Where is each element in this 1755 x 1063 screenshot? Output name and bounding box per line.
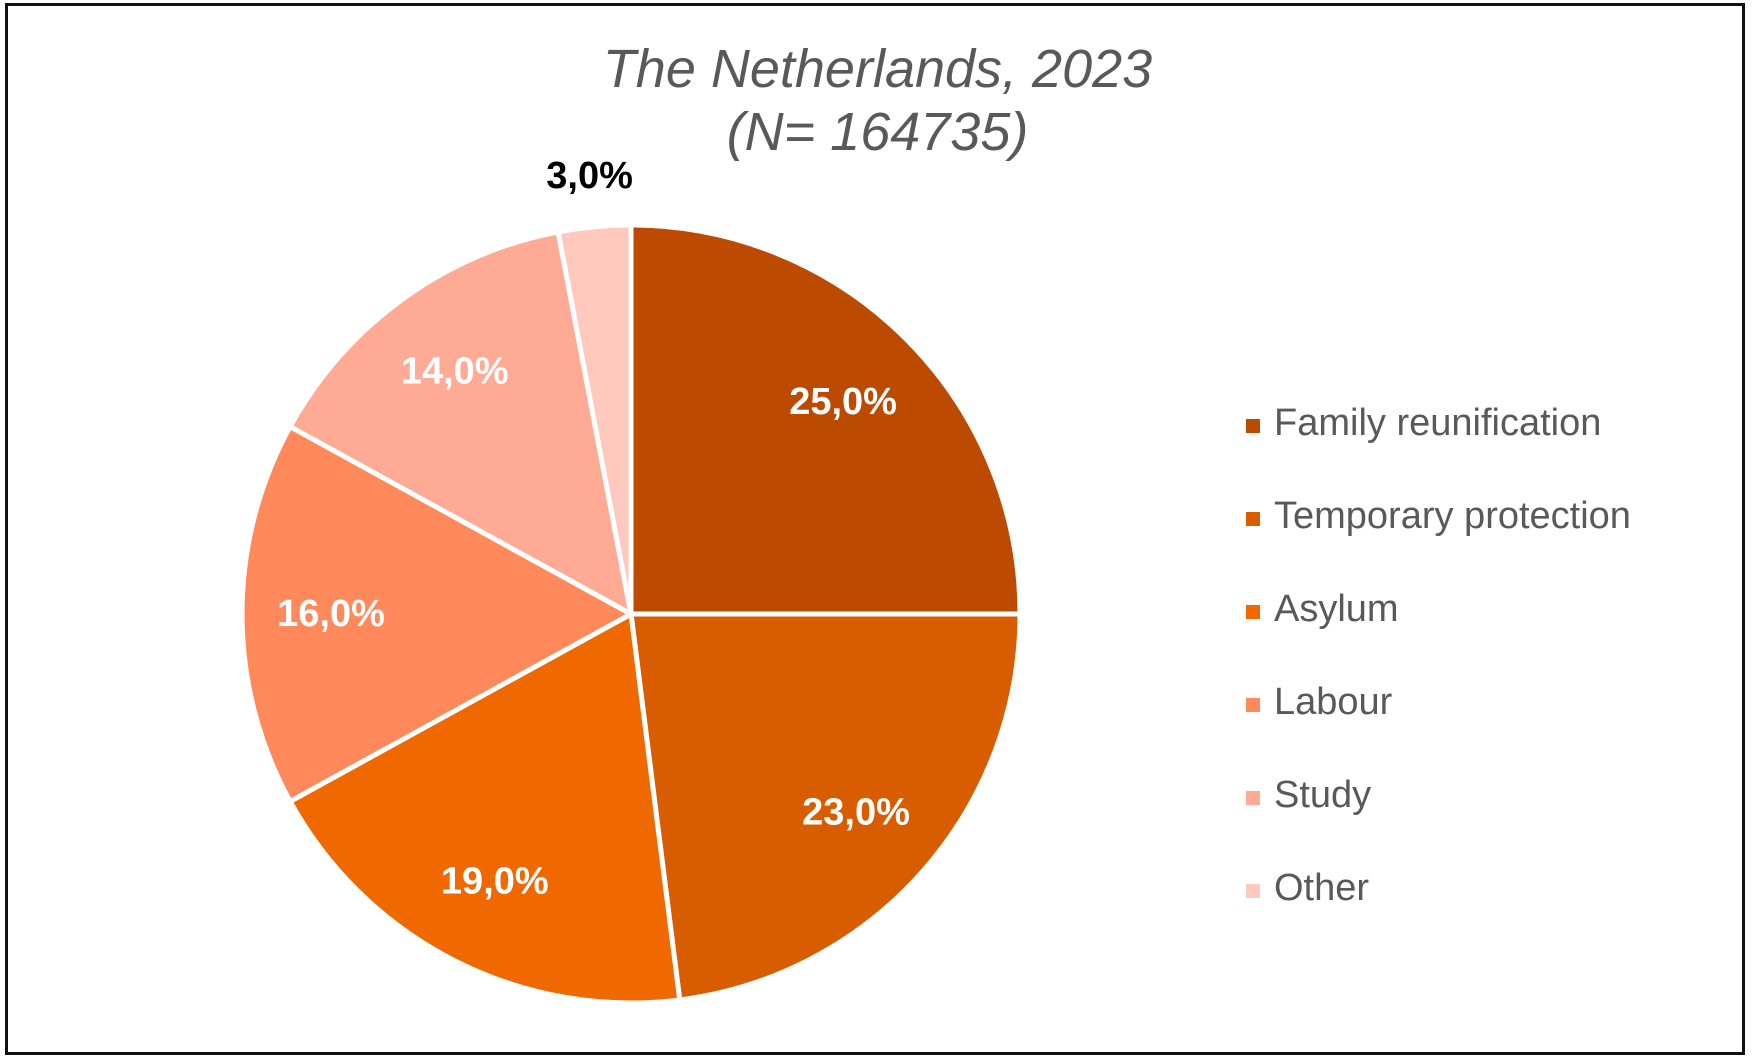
pie-slice-labour bbox=[239, 424, 634, 804]
legend-swatch bbox=[1246, 512, 1260, 526]
pie-slice-other bbox=[555, 222, 634, 617]
legend-swatch bbox=[1246, 698, 1260, 712]
legend-label: Asylum bbox=[1274, 588, 1399, 630]
legend-label: Family reunification bbox=[1274, 402, 1602, 444]
legend-item: Study bbox=[1246, 765, 1726, 858]
pie-slice-study bbox=[287, 229, 634, 617]
pie-slice-family-reunification bbox=[628, 222, 1023, 617]
data-label-family-reunification: 25,0% bbox=[789, 381, 897, 423]
data-label-asylum: 19,0% bbox=[441, 860, 549, 902]
legend-label: Temporary protection bbox=[1274, 495, 1631, 537]
legend-item: Labour bbox=[1246, 672, 1726, 765]
legend-swatch bbox=[1246, 419, 1260, 433]
legend-label: Other bbox=[1274, 867, 1370, 909]
legend-label: Study bbox=[1274, 774, 1372, 816]
data-label-other: 3,0% bbox=[546, 155, 633, 197]
data-label-study: 14,0% bbox=[401, 350, 509, 392]
data-label-labour: 16,0% bbox=[277, 593, 385, 635]
chart-title-line: The Netherlands, 2023 bbox=[602, 39, 1153, 99]
legend-item: Family reunification bbox=[1246, 393, 1726, 486]
chart-subtitle-line: (N= 164735) bbox=[726, 102, 1029, 162]
legend-swatch bbox=[1246, 884, 1260, 898]
pie-slices bbox=[239, 222, 1023, 1006]
data-label-temporary-protection: 23,0% bbox=[802, 791, 910, 833]
pie-slice-temporary-protection bbox=[628, 611, 1023, 1003]
legend-swatch bbox=[1246, 791, 1260, 805]
legend: Family reunification Temporary protection… bbox=[1246, 393, 1726, 951]
legend-item: Other bbox=[1246, 858, 1726, 951]
legend-swatch bbox=[1246, 605, 1260, 619]
legend-label: Labour bbox=[1274, 681, 1393, 723]
legend-item: Temporary protection bbox=[1246, 486, 1726, 579]
pie-data-labels: 25,0% 23,0% 19,0% 16,0% 14,0% 3,0% bbox=[277, 155, 910, 902]
legend-item: Asylum bbox=[1246, 579, 1726, 672]
pie-slice-asylum bbox=[287, 611, 683, 1006]
chart-title: The Netherlands, 2023 (N= 164735) bbox=[0, 38, 1755, 164]
